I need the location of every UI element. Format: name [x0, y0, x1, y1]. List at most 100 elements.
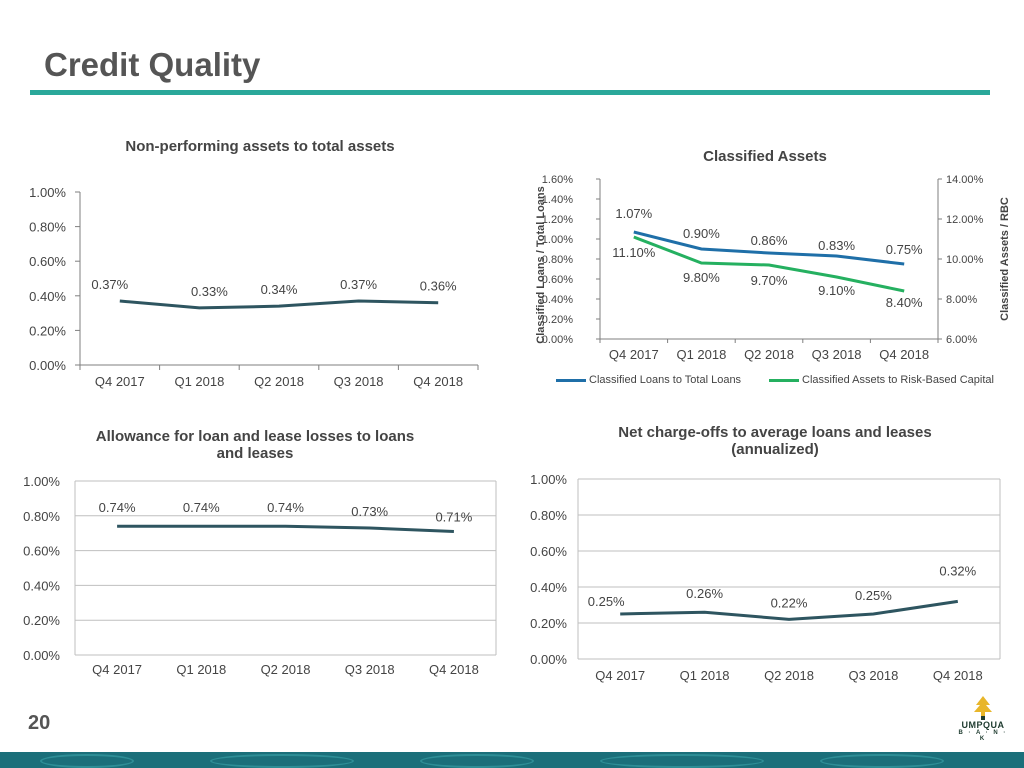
allowance-y-tick-label: 0.40%: [23, 578, 60, 593]
npa-data-label: 0.33%: [191, 284, 228, 299]
nco-y-tick-label: 1.00%: [530, 472, 567, 487]
legend-label-classified-assets: Classified Assets to Risk-Based Capital: [802, 374, 994, 386]
allowance-data-label: 0.74%: [267, 500, 304, 515]
classified-y-right-tick-label: 12.00%: [946, 214, 984, 226]
classified-loans-data-label: 0.83%: [818, 238, 855, 253]
npa-y-tick-label: 0.00%: [29, 358, 66, 373]
nco-series-line: [620, 599, 959, 621]
npa-data-label: 0.37%: [340, 277, 377, 292]
nco-data-label: 0.25%: [855, 588, 892, 603]
nco-y-tick-label: 0.60%: [530, 544, 567, 559]
npa-y-tick-label: 0.60%: [29, 254, 66, 269]
allowance-title-line-2: and leases: [216, 445, 294, 462]
classified-y-right-tick-label: 10.00%: [946, 254, 984, 266]
footer-swirl: [210, 754, 354, 768]
classified-loans-data-label: 0.90%: [683, 226, 720, 241]
classified-y-right-tick-label: 8.00%: [946, 294, 977, 306]
classified-y-left-tick-label: 0.80%: [542, 254, 573, 266]
classified-y-left-tick-label: 0.40%: [542, 294, 573, 306]
page-title: Credit Quality: [44, 46, 261, 83]
allowance-data-label: 0.71%: [435, 509, 472, 524]
page-number: 20: [28, 712, 51, 734]
npa-y-tick-label: 1.00%: [29, 185, 66, 200]
classified-loans-data-label: 0.86%: [751, 233, 788, 248]
classified-assets-data-label: 8.40%: [886, 295, 923, 310]
classified-chart-title: Classified Assets: [703, 148, 827, 165]
footer-band: [0, 752, 1024, 768]
allowance-chart-title: Allowance for loan and lease losses to l…: [30, 428, 480, 462]
allowance-x-tick-label: Q4 2018: [429, 662, 479, 677]
npa-y-tick-label: 0.80%: [29, 220, 66, 235]
nco-data-label: 0.22%: [771, 595, 808, 610]
classified-y-right-axis-title: Classified Assets / RBC: [999, 197, 1011, 321]
legend-item-classified-assets: Classified Assets to Risk-Based Capital: [769, 374, 994, 386]
classified-x-tick-label: Q4 2017: [609, 347, 659, 362]
allowance-y-tick-label: 1.00%: [23, 474, 60, 489]
npa-data-label: 0.37%: [91, 277, 128, 292]
npa-x-tick-label: Q4 2017: [95, 374, 145, 389]
classified-assets-data-label: 11.10%: [612, 245, 656, 260]
npa-chart-title: Non-performing assets to total assets: [125, 138, 395, 155]
allowance-x-tick-label: Q1 2018: [176, 662, 226, 677]
classified-loans-data-label: 1.07%: [615, 206, 652, 221]
allowance-data-label: 0.73%: [351, 504, 388, 519]
nco-x-tick-label: Q3 2018: [848, 668, 898, 683]
legend-item-classified-loans: Classified Loans to Total Loans: [556, 374, 741, 386]
nco-y-tick-label: 0.20%: [530, 616, 567, 631]
logo-sub: B · A · N · K: [958, 730, 1008, 742]
allowance-x-tick-label: Q4 2017: [92, 662, 142, 677]
nco-title-line-2: (annualized): [731, 441, 819, 458]
npa-x-tick-label: Q2 2018: [254, 374, 304, 389]
footer-swirl: [600, 754, 764, 768]
nco-x-tick-label: Q1 2018: [680, 668, 730, 683]
npa-data-label: 0.34%: [261, 282, 298, 297]
classified-y-left-tick-label: 0.60%: [542, 274, 573, 286]
classified-x-tick-label: Q1 2018: [676, 347, 726, 362]
classified-y-left-tick-label: 1.40%: [542, 194, 573, 206]
allowance-data-label: 0.74%: [183, 500, 220, 515]
classified-x-tick-label: Q3 2018: [812, 347, 862, 362]
logo-name: UMPQUA: [961, 720, 1005, 730]
npa-series-line: [119, 299, 439, 310]
classified-y-left-tick-label: 1.60%: [542, 174, 573, 186]
allowance-x-tick-label: Q3 2018: [345, 662, 395, 677]
allowance-y-tick-label: 0.20%: [23, 613, 60, 628]
classified-loans-data-label: 0.75%: [886, 242, 923, 257]
classified-y-left-tick-label: 1.00%: [542, 234, 573, 246]
classified-y-left-tick-label: 1.20%: [542, 214, 573, 226]
allowance-data-label: 0.74%: [99, 500, 136, 515]
legend-swatch-green: [769, 378, 799, 382]
classified-x-tick-label: Q2 2018: [744, 347, 794, 362]
tree-icon: [974, 696, 992, 720]
classified-y-left-axis-title: Classified Loans / Total Loans: [535, 186, 547, 344]
nco-data-label: 0.32%: [939, 563, 976, 578]
nco-y-tick-label: 0.80%: [530, 508, 567, 523]
classified-loans-series-line: [633, 230, 905, 266]
title-divider: [30, 90, 990, 95]
nco-x-tick-label: Q2 2018: [764, 668, 814, 683]
npa-x-tick-label: Q4 2018: [413, 374, 463, 389]
umpqua-logo: UMPQUA B · A · N · K: [958, 696, 1008, 742]
footer-swirl: [40, 754, 134, 768]
npa-x-tick-label: Q1 2018: [174, 374, 224, 389]
footer-swirl: [820, 754, 944, 768]
legend-swatch-blue: [556, 378, 586, 382]
allowance-y-tick-label: 0.00%: [23, 648, 60, 663]
classified-y-left-tick-label: 0.20%: [542, 314, 573, 326]
npa-x-tick-label: Q3 2018: [334, 374, 384, 389]
footer-swirl: [420, 754, 534, 768]
classified-y-right-tick-label: 14.00%: [946, 174, 984, 186]
nco-chart-title: Net charge-offs to average loans and lea…: [540, 424, 1010, 458]
nco-x-tick-label: Q4 2018: [933, 668, 983, 683]
allowance-x-tick-label: Q2 2018: [261, 662, 311, 677]
classified-y-right-tick-label: 6.00%: [946, 334, 977, 346]
allowance-series-line: [117, 524, 454, 533]
allowance-y-tick-label: 0.60%: [23, 544, 60, 559]
nco-data-label: 0.26%: [686, 586, 723, 601]
nco-data-label: 0.25%: [588, 594, 625, 609]
classified-assets-data-label: 9.10%: [818, 283, 855, 298]
classified-y-left-tick-label: 0.00%: [542, 334, 573, 346]
classified-assets-data-label: 9.80%: [683, 270, 720, 285]
allowance-title-line-1: Allowance for loan and lease losses to l…: [95, 428, 415, 445]
